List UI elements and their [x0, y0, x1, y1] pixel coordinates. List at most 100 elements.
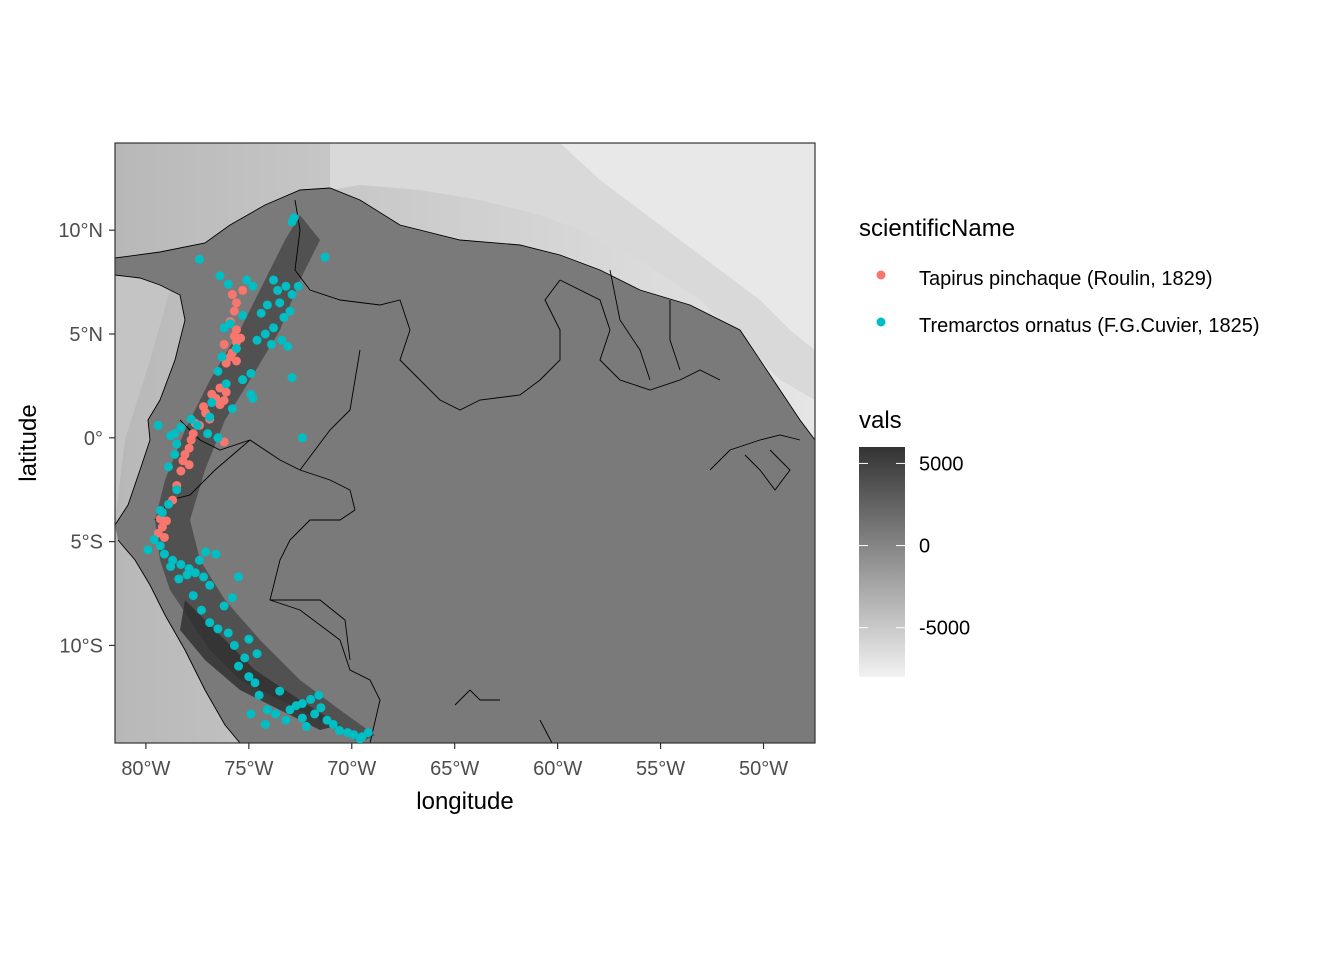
y-axis-title: latitude: [15, 404, 42, 481]
tapirus-point: [215, 400, 225, 410]
tremarctos-point: [221, 379, 231, 389]
tremarctos-point: [155, 541, 165, 551]
tremarctos-point: [229, 640, 239, 650]
tremarctos-point: [262, 300, 272, 310]
tremarctos-point: [244, 672, 254, 682]
tremarctos-point: [363, 728, 373, 738]
tremarctos-point: [281, 281, 291, 291]
tremarctos-point: [199, 572, 209, 582]
tremarctos-point: [205, 412, 215, 422]
tremarctos-point: [266, 339, 276, 349]
tremarctos-point: [293, 281, 303, 291]
tremarctos-point: [223, 628, 233, 638]
tremarctos-point: [231, 344, 241, 354]
tremarctos-point: [166, 431, 176, 441]
tremarctos-point: [215, 271, 225, 281]
x-tick-label: 70°W: [327, 758, 376, 780]
tremarctos-point: [260, 329, 270, 339]
tremarctos-point: [285, 306, 295, 316]
tremarctos-point: [275, 298, 285, 308]
tremarctos-point: [223, 279, 233, 289]
tremarctos-point: [246, 368, 256, 378]
tremarctos-point: [244, 634, 254, 644]
tremarctos-point: [252, 335, 262, 345]
tremarctos-point: [203, 429, 213, 439]
tremarctos-point: [297, 699, 307, 709]
tremarctos-point: [277, 335, 287, 345]
tremarctos-point: [194, 254, 204, 264]
tremarctos-point: [227, 404, 237, 414]
points-layer: [143, 213, 373, 743]
tremarctos-point: [213, 433, 223, 443]
x-axis: 80°W 75°W 70°W 65°W 60°W 55°W 50°W: [121, 743, 788, 780]
tapirus-point: [159, 532, 169, 542]
legend-key-tremarctos: [876, 317, 886, 327]
x-tick-label: 75°W: [224, 758, 273, 780]
tremarctos-point: [314, 690, 324, 700]
x-tick-label: 80°W: [121, 758, 170, 780]
tremarctos-point: [207, 398, 217, 408]
tremarctos-point: [242, 275, 252, 285]
andes-highlands: [155, 215, 375, 743]
tremarctos-point: [328, 719, 338, 729]
tremarctos-point: [250, 678, 260, 688]
tremarctos-point: [217, 352, 227, 362]
x-tick-label: 65°W: [430, 758, 479, 780]
tremarctos-point: [190, 568, 200, 578]
colorbar-tick-label: 5000: [919, 453, 964, 475]
tapirus-point: [184, 460, 194, 470]
y-tick-label: 10°S: [59, 635, 103, 657]
tremarctos-point: [254, 690, 264, 700]
vals-legend: vals 5000 0 -5000: [859, 407, 970, 677]
vals-legend-title: vals: [859, 407, 902, 434]
tremarctos-point: [213, 366, 223, 376]
vals-colorbar: [859, 447, 905, 677]
tremarctos-point: [213, 624, 223, 634]
tapirus-point: [219, 339, 229, 349]
tremarctos-point: [260, 719, 270, 729]
tapirus-point: [231, 298, 241, 308]
panel-border: [114, 142, 816, 744]
tapirus-point: [229, 306, 239, 316]
tremarctos-point: [182, 570, 192, 580]
colorbar-tick-label: 0: [919, 536, 930, 558]
tremarctos-point: [201, 547, 211, 557]
tremarctos-point: [256, 308, 266, 318]
tremarctos-point: [219, 601, 229, 611]
vals-colorbar-ticks: 5000 0 -5000: [859, 453, 970, 640]
x-tick-label: 60°W: [533, 758, 582, 780]
tremarctos-point: [281, 715, 291, 725]
tremarctos-point: [186, 414, 196, 424]
tremarctos-point: [196, 605, 206, 615]
tremarctos-point: [205, 618, 215, 628]
legend-label-tapirus: Tapirus pinchaque (Roulin, 1829): [919, 268, 1213, 290]
tremarctos-point: [176, 422, 186, 432]
tremarctos-point: [310, 709, 320, 719]
tremarctos-point: [172, 485, 182, 495]
tremarctos-point: [227, 593, 237, 603]
legend-label-tremarctos: Tremarctos ornatus (F.G.Cuvier, 1825): [919, 315, 1260, 337]
tremarctos-point: [205, 580, 215, 590]
atlantic-ocean: [560, 143, 815, 350]
tremarctos-point: [252, 649, 262, 659]
tremarctos-point: [170, 449, 180, 459]
tremarctos-point: [269, 275, 279, 285]
tremarctos-point: [153, 420, 163, 430]
tremarctos-point: [219, 323, 229, 333]
legend-key-tapirus: [876, 270, 886, 280]
tapirus-point: [227, 290, 237, 300]
tremarctos-point: [306, 694, 316, 704]
tremarctos-point: [176, 559, 186, 569]
x-tick-label: 55°W: [636, 758, 685, 780]
tremarctos-point: [287, 217, 297, 227]
species-legend-title: scientificName: [859, 215, 1015, 242]
species-legend: scientificName Tapirus pinchaque (Roulin…: [859, 215, 1260, 337]
y-tick-label: 0°: [84, 428, 103, 450]
tapirus-point: [221, 387, 231, 397]
y-tick-label: 10°N: [58, 220, 103, 242]
tremarctos-point: [283, 341, 293, 351]
x-axis-title: longitude: [416, 788, 513, 815]
tremarctos-point: [287, 373, 297, 383]
tremarctos-point: [275, 686, 285, 696]
